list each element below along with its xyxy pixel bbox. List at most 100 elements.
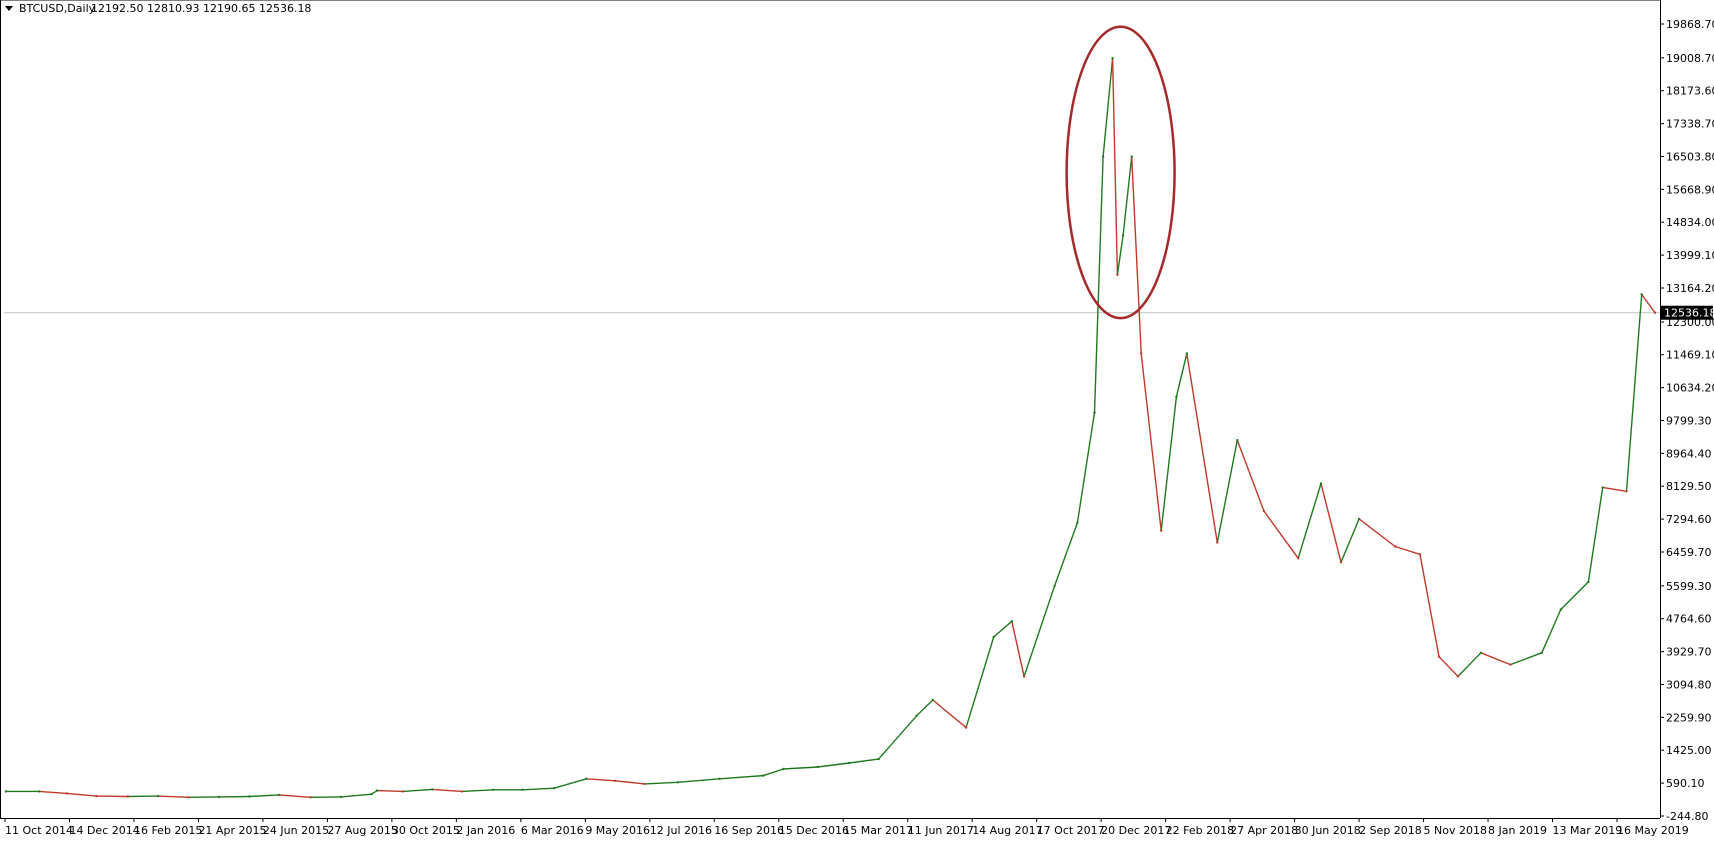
series-segment	[249, 794, 280, 798]
series-segment	[1160, 396, 1178, 531]
series-segment	[763, 768, 784, 777]
series-point	[1640, 293, 1643, 296]
price-tick-label: 9799.30	[1666, 414, 1712, 427]
current-price-label: 12536.18	[1664, 307, 1714, 320]
series-point	[309, 796, 312, 799]
time-tick-label: 6 Mar 2016	[521, 824, 584, 837]
price-tick-label: 13164.20	[1666, 282, 1714, 295]
ohlc-values: 12192.50 12810.93 12190.65 12536.18	[91, 2, 311, 15]
series-segment	[1175, 353, 1188, 397]
time-tick-label: 9 May 2016	[585, 824, 650, 837]
series-segment	[1510, 652, 1543, 666]
series-point	[1140, 352, 1143, 355]
series-segment	[719, 774, 764, 780]
series-segment	[158, 795, 189, 798]
series-point	[1339, 561, 1343, 564]
series-point	[1653, 311, 1657, 314]
price-tick-label: 1425.00	[1666, 744, 1712, 757]
series-segment	[1480, 652, 1511, 666]
series-segment	[1216, 440, 1238, 543]
price-series	[4, 57, 1657, 799]
time-tick-label: 27 Apr 2018	[1230, 824, 1298, 837]
series-point	[217, 795, 221, 799]
time-tick-label: 22 Feb 2018	[1166, 824, 1234, 837]
series-point	[1540, 651, 1544, 654]
series-segment	[1076, 412, 1096, 523]
series-point	[1601, 486, 1604, 489]
series-segment	[1297, 483, 1322, 559]
series-segment	[614, 780, 645, 785]
series-point	[1394, 545, 1397, 548]
series-segment	[849, 758, 879, 764]
series-point	[370, 793, 373, 796]
symbol-label: BTCUSD,Daily	[19, 2, 96, 15]
series-point	[552, 787, 556, 790]
price-tick-label: 5599.30	[1666, 580, 1712, 593]
series-point	[65, 792, 69, 795]
series-point	[1587, 580, 1590, 584]
time-tick-label: 16 May 2019	[1617, 824, 1689, 837]
series-segment	[586, 778, 616, 782]
series-point	[492, 788, 495, 791]
series-segment	[1541, 609, 1562, 654]
series-segment	[402, 788, 433, 793]
series-point	[1357, 517, 1361, 521]
series-point	[585, 777, 588, 780]
time-tick-label: 16 Feb 2015	[134, 824, 202, 837]
current-price-tag-bg	[1661, 305, 1713, 320]
time-tick-label: 8 Jan 2019	[1488, 824, 1547, 837]
series-segment	[1560, 581, 1589, 610]
series-point	[1559, 608, 1563, 611]
time-tick-label: 21 Apr 2015	[198, 824, 266, 837]
series-segment	[1320, 483, 1342, 563]
series-point	[992, 635, 995, 639]
time-tick-label: 17 Oct 2017	[1037, 824, 1105, 837]
series-segment	[878, 715, 918, 760]
series-segment	[1140, 353, 1162, 531]
price-tick-label: 3094.80	[1666, 678, 1712, 691]
series-point	[460, 790, 463, 793]
price-tick-label: 7294.60	[1666, 513, 1712, 526]
series-point	[521, 788, 524, 791]
series-point	[1111, 57, 1114, 60]
series-point	[1297, 557, 1300, 560]
series-segment	[1236, 439, 1265, 512]
series-segment	[1116, 235, 1124, 275]
price-tick-label: 18173.60	[1666, 85, 1714, 98]
series-point	[38, 790, 41, 793]
time-tick-label: 16 Sep 2016	[714, 824, 784, 837]
series-segment	[1641, 294, 1656, 314]
series-point	[1010, 620, 1013, 623]
price-tick-label: 16503.80	[1666, 150, 1714, 163]
time-tick-label: 2 Jan 2016	[456, 824, 515, 837]
series-segment	[1587, 487, 1604, 583]
series-segment	[522, 787, 555, 791]
price-tick-label: 3929.70	[1666, 646, 1712, 659]
series-point	[1509, 663, 1512, 666]
price-tick-label: 6459.70	[1666, 546, 1712, 559]
series-point	[95, 794, 98, 798]
series-segment	[1625, 294, 1643, 492]
series-point	[431, 788, 434, 791]
price-axis: 19868.70 19008.70 18173.60 17338.70 16503.80…	[1660, 18, 1714, 823]
series-segment	[1438, 656, 1459, 677]
series-point	[1625, 490, 1628, 493]
series-point	[1479, 651, 1483, 654]
price-tick-label: 11469.10	[1666, 349, 1714, 362]
time-tick-label: 11 Oct 2014	[5, 824, 73, 837]
series-point	[816, 765, 819, 769]
time-tick-label: 11 Jun 2017	[908, 824, 974, 837]
series-segment	[1053, 522, 1079, 587]
series-point	[1319, 482, 1323, 485]
annotation-ellipse	[1065, 25, 1176, 320]
price-tick-label: 2259.90	[1666, 711, 1712, 724]
series-point	[877, 757, 880, 761]
time-tick-label: 13 Mar 2019	[1553, 824, 1623, 837]
series-point	[339, 795, 343, 799]
series-point	[187, 796, 190, 799]
triangle-down-icon[interactable]	[5, 6, 13, 11]
series-point	[964, 726, 968, 729]
series-segment	[553, 778, 587, 789]
